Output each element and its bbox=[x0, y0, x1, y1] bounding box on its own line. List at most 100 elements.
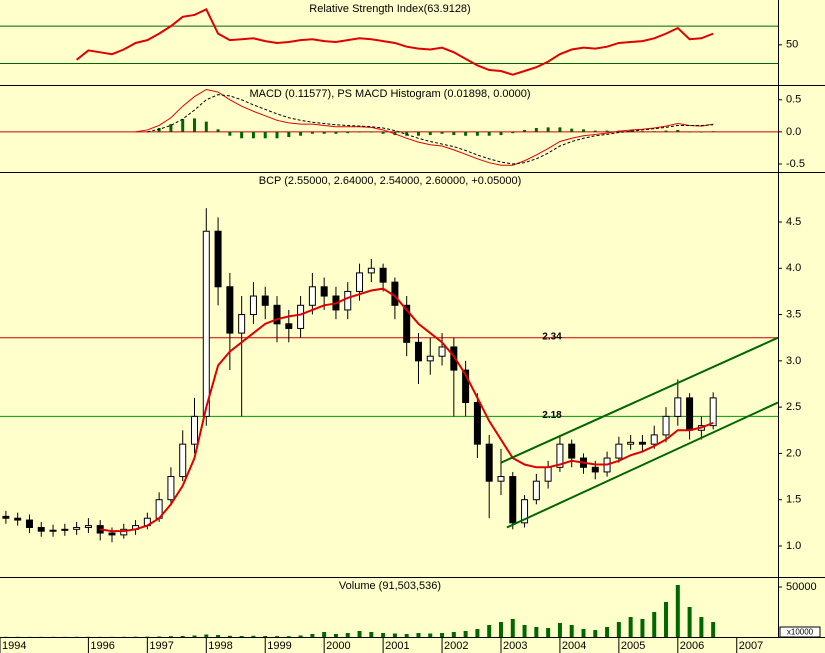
candle-body bbox=[249, 295, 257, 316]
y-tick-label: 4.5 bbox=[786, 216, 801, 228]
y-tick-label: -0.5 bbox=[786, 158, 805, 170]
candle-body bbox=[509, 476, 517, 524]
volume-bar bbox=[451, 632, 456, 637]
volume-bar bbox=[381, 633, 386, 637]
volume-bar bbox=[593, 630, 598, 637]
histogram-bar bbox=[523, 129, 527, 132]
volume-bar bbox=[534, 627, 539, 637]
candle-body bbox=[367, 267, 375, 274]
candle-body bbox=[414, 341, 422, 362]
unit-box bbox=[779, 626, 821, 638]
candle-body bbox=[638, 441, 646, 445]
y-tick-label: 4.0 bbox=[786, 262, 801, 274]
x-tick-label: 2006 bbox=[680, 640, 704, 652]
x-tick-label: 1994 bbox=[2, 640, 26, 652]
candle-body bbox=[462, 369, 470, 404]
volume-bar bbox=[475, 629, 480, 637]
histogram-bar bbox=[440, 131, 444, 134]
volume-bar bbox=[498, 622, 503, 637]
histogram-bar bbox=[629, 130, 633, 132]
volume-bar bbox=[227, 635, 232, 637]
candle-body bbox=[37, 526, 45, 532]
candle-body bbox=[709, 397, 717, 427]
panel-title: Volume (91,503,536) bbox=[339, 580, 441, 592]
volume-bar bbox=[522, 625, 527, 637]
candle-body bbox=[308, 286, 316, 306]
candle-body bbox=[497, 476, 505, 482]
volume-bar bbox=[251, 635, 256, 637]
series-line bbox=[75, 8, 714, 76]
x-tick-label: 2007 bbox=[739, 640, 763, 652]
histogram-bar bbox=[652, 131, 656, 132]
histogram-bar bbox=[334, 131, 338, 134]
candle-body bbox=[379, 267, 387, 283]
histogram-bar bbox=[346, 131, 350, 134]
volume-bar bbox=[699, 617, 704, 637]
trend-line bbox=[506, 401, 779, 529]
histogram-bar bbox=[251, 131, 255, 139]
histogram-bar bbox=[605, 130, 609, 132]
volume-bar bbox=[333, 634, 338, 637]
histogram-bar bbox=[664, 130, 668, 132]
histogram-bar bbox=[299, 131, 303, 136]
candle-body bbox=[591, 466, 599, 473]
x-tick-label: 2001 bbox=[385, 640, 409, 652]
histogram-bar bbox=[169, 124, 173, 132]
volume-bar bbox=[298, 635, 303, 637]
candle-body bbox=[73, 526, 81, 530]
y-tick-label: 2.5 bbox=[786, 401, 801, 413]
candle-body bbox=[108, 532, 116, 536]
candle-body bbox=[226, 286, 234, 334]
volume-bar bbox=[275, 636, 280, 637]
volume-bar bbox=[416, 633, 421, 637]
panel-title: BCP (2.55000, 2.64000, 2.54000, 2.60000,… bbox=[259, 175, 522, 187]
candle-body bbox=[544, 466, 552, 482]
histogram-bar bbox=[240, 131, 244, 139]
volume-bar bbox=[557, 623, 562, 637]
histogram-bar bbox=[475, 131, 479, 136]
volume-bar bbox=[628, 617, 633, 637]
candle-body bbox=[521, 499, 529, 524]
candle-body bbox=[49, 529, 57, 532]
volume-bar bbox=[239, 636, 244, 637]
y-tick-label: 50 bbox=[786, 39, 798, 51]
histogram-bar bbox=[369, 131, 373, 133]
annotation-label: 2.34 bbox=[542, 331, 562, 342]
volume-bar bbox=[640, 619, 645, 637]
candle-body bbox=[356, 272, 364, 292]
histogram-bar bbox=[204, 121, 208, 132]
candle-body bbox=[662, 415, 670, 436]
histogram-bar bbox=[322, 131, 326, 134]
histogram-bar bbox=[676, 129, 680, 132]
volume-bar bbox=[616, 622, 621, 637]
x-tick-label: 1996 bbox=[90, 640, 114, 652]
volume-bar bbox=[428, 633, 433, 637]
histogram-bar bbox=[711, 131, 715, 132]
candle-body bbox=[261, 295, 269, 306]
candle-body bbox=[2, 515, 10, 519]
x-tick-label: 1998 bbox=[208, 640, 232, 652]
volume-bar bbox=[664, 602, 669, 637]
histogram-bar bbox=[157, 128, 161, 132]
volume-bar bbox=[711, 622, 716, 637]
candle-body bbox=[25, 519, 33, 528]
y-tick-label: 3.0 bbox=[786, 355, 801, 367]
histogram-bar bbox=[640, 131, 644, 132]
candle-body bbox=[320, 286, 328, 297]
volume-bar bbox=[463, 631, 468, 637]
volume-bar bbox=[157, 636, 162, 637]
candle-body bbox=[214, 230, 222, 288]
volume-bar bbox=[652, 612, 657, 637]
histogram-bar bbox=[263, 131, 267, 139]
volume-bar bbox=[675, 585, 680, 637]
panel-title: Relative Strength Index(63.9128) bbox=[309, 3, 470, 15]
candle-body bbox=[273, 304, 281, 325]
volume-bar bbox=[392, 633, 397, 637]
candle-body bbox=[14, 517, 22, 521]
volume-bar bbox=[192, 635, 197, 637]
histogram-bar bbox=[464, 131, 468, 136]
histogram-bar bbox=[558, 127, 562, 132]
x-tick-label: 2003 bbox=[503, 640, 527, 652]
candle-body bbox=[686, 397, 694, 431]
